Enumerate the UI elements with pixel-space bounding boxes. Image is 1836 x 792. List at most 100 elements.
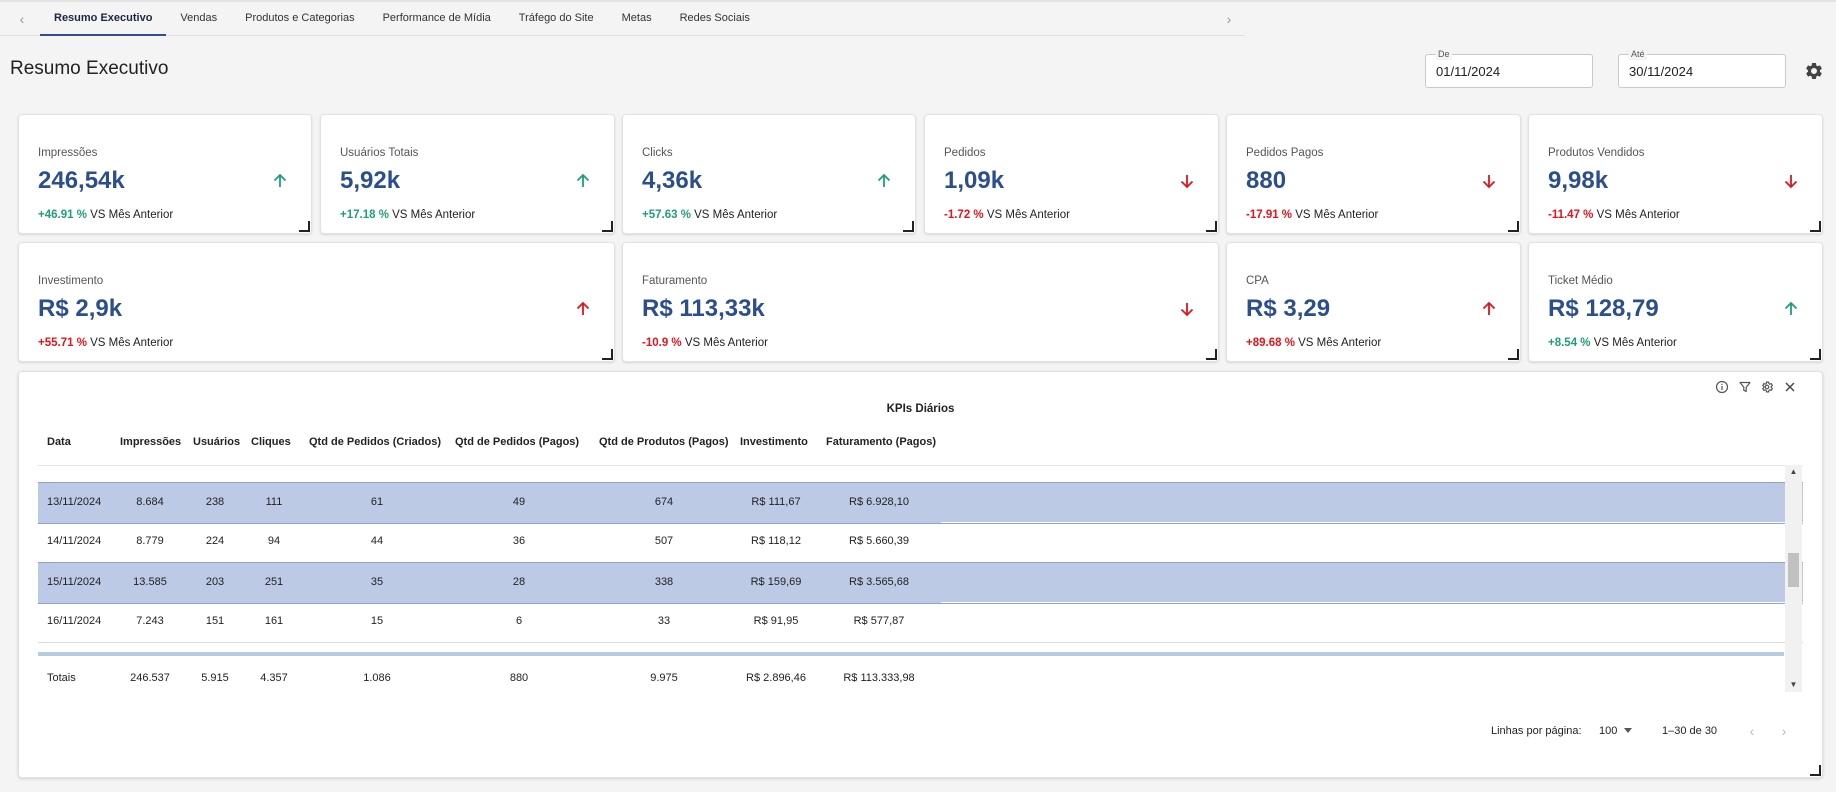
header-col-pedidos-criados[interactable]: Qtd de Pedidos (Criados) — [309, 436, 442, 448]
date-from-field[interactable]: De 01/11/2024 — [1425, 48, 1593, 88]
table-cell: 16/11/2024 — [47, 615, 102, 627]
totals-cell: 1.086 — [363, 672, 391, 684]
kpi-value: R$ 113,33k — [642, 295, 765, 322]
top-border — [0, 0, 1836, 2]
kpi-card-pedidos-pagos: Pedidos Pagos 880 -17.91 % VS Mês Anterior — [1226, 114, 1521, 234]
header-col-pedidos-pagos[interactable]: Qtd de Pedidos (Pagos) — [455, 436, 580, 448]
card-resize-handle-icon[interactable] — [1508, 349, 1519, 360]
tab-trafego-site[interactable]: Tráfego do Site — [518, 12, 594, 24]
table-cell: 6 — [515, 615, 523, 627]
tab-produtos-categorias[interactable]: Produtos e Categorias — [245, 12, 355, 24]
header-col-cliques[interactable]: Cliques — [251, 436, 291, 448]
gear-icon[interactable] — [1804, 61, 1824, 81]
table-cell: R$ 577,87 — [853, 615, 905, 627]
scrollbar-thumb[interactable] — [1788, 553, 1799, 587]
panel-resize-handle-icon[interactable] — [1810, 765, 1821, 776]
previous-page-icon[interactable]: ‹ — [1749, 723, 1755, 739]
card-resize-handle-icon[interactable] — [602, 221, 613, 232]
arrow-down-icon — [1782, 172, 1800, 190]
card-resize-handle-icon[interactable] — [1810, 221, 1821, 232]
rows-per-page-value: 100 — [1599, 725, 1618, 737]
panel-settings-icon[interactable] — [1760, 380, 1774, 394]
date-to-value[interactable]: 30/11/2024 — [1629, 64, 1694, 79]
header-col-produtos-pagos[interactable]: Qtd de Produtos (Pagos) — [599, 436, 729, 448]
rows-per-page-select[interactable]: 100 — [1599, 722, 1639, 740]
kpi-change-percent: +17.18 % — [340, 209, 389, 221]
table-cell: 53 — [371, 466, 383, 467]
date-from-value[interactable]: 01/11/2024 — [1436, 64, 1501, 79]
filter-icon[interactable] — [1738, 380, 1752, 394]
table-cell: 201 — [206, 466, 224, 467]
kpi-comparison: +89.68 % VS Mês Anterior — [1246, 337, 1381, 349]
table-cell: 35 — [370, 576, 384, 588]
kpi-label: Pedidos Pagos — [1246, 147, 1324, 159]
scroll-up-icon[interactable]: ▲ — [1789, 467, 1798, 476]
table-row[interactable]: 12/11/2024 9.310 201 104 53 43 552 R$ 120,70 R$ … — [38, 466, 1803, 483]
header-col-investimento[interactable]: Investimento — [740, 436, 808, 448]
kpi-label: Investimento — [38, 275, 104, 287]
scroll-down-icon[interactable]: ▼ — [1789, 680, 1798, 689]
card-resize-handle-icon[interactable] — [1508, 221, 1519, 232]
table-cell: 12/11/2024 — [47, 466, 101, 467]
kpi-card-produtos-vendidos: Produtos Vendidos 9,98k -11.47 % VS Mês An… — [1528, 114, 1823, 234]
tab-performance-midia[interactable]: Performance de Mídia — [382, 12, 491, 24]
tab-resumo-executivo[interactable]: Resumo Executivo — [40, 2, 167, 36]
table-cell: 33 — [657, 615, 671, 627]
kpi-label: Usuários Totais — [340, 147, 419, 159]
table-row[interactable]: 14/11/2024 8.779 224 94 44 36 507 R$ 118,12 R$ 5… — [38, 522, 1803, 563]
card-resize-handle-icon[interactable] — [1206, 349, 1217, 360]
kpi-change-percent: +89.68 % — [1246, 337, 1295, 349]
header-col-usuarios[interactable]: Usuários — [193, 436, 241, 448]
table-cell: R$ 6.928,10 — [849, 496, 909, 508]
kpi-label: CPA — [1246, 275, 1269, 287]
tab-redes-sociais[interactable]: Redes Sociais — [679, 12, 750, 24]
table-scrollbar[interactable]: ▲ ▼ — [1785, 465, 1802, 692]
next-page-icon[interactable]: › — [1781, 723, 1787, 739]
card-resize-handle-icon[interactable] — [1810, 349, 1821, 360]
table-cell: 61 — [370, 496, 384, 508]
kpi-value: 9,98k — [1548, 167, 1609, 194]
kpi-card-impressoes: Impressões 246,54k +46.91 % VS Mês Anterio… — [18, 114, 312, 234]
kpi-card-faturamento: Faturamento R$ 113,33k -10.9 % VS Mês Ante… — [622, 242, 1219, 362]
table-cell: R$ 4.108,99 — [849, 466, 909, 467]
table-cell: R$ 3.565,68 — [849, 576, 909, 588]
page-title: Resumo Executivo — [10, 58, 169, 79]
kpi-comparison: +57.63 % VS Mês Anterior — [642, 209, 777, 221]
header-col-impressoes[interactable]: Impressões — [120, 436, 182, 448]
kpi-change-percent: +8.54 % — [1548, 337, 1591, 349]
kpi-comparison: +8.54 % VS Mês Anterior — [1548, 337, 1677, 349]
tabs-scroll-right-icon[interactable]: › — [1226, 11, 1232, 27]
kpi-value: R$ 2,9k — [38, 295, 123, 322]
kpi-change-percent: -1.72 % — [944, 209, 984, 221]
tab-metas[interactable]: Metas — [621, 12, 652, 24]
tabs-scroll-left-icon[interactable]: ‹ — [19, 11, 25, 27]
tab-vendas[interactable]: Vendas — [180, 12, 218, 24]
kpi-comparison-label: VS Mês Anterior — [986, 209, 1070, 221]
arrow-down-icon — [1178, 172, 1196, 190]
date-to-field[interactable]: Até 30/11/2024 — [1618, 48, 1786, 88]
arrow-down-icon — [1178, 300, 1196, 318]
close-icon[interactable] — [1783, 380, 1797, 394]
info-icon[interactable] — [1715, 380, 1729, 394]
tab-list: Resumo Executivo Vendas Produtos e Categor… — [40, 2, 764, 36]
card-resize-handle-icon[interactable] — [602, 349, 613, 360]
table-row[interactable]: 13/11/2024 8.684 238 111 61 49 674 R$ 111,67 R$ … — [38, 482, 1803, 524]
card-resize-handle-icon[interactable] — [903, 221, 914, 232]
table-cell: 9.310 — [136, 466, 164, 467]
arrow-up-icon — [574, 172, 592, 190]
card-resize-handle-icon[interactable] — [1206, 221, 1217, 232]
header-col-faturamento[interactable]: Faturamento (Pagos) — [826, 436, 937, 448]
table-cell: 15/11/2024 — [47, 576, 102, 588]
table-row[interactable]: 16/11/2024 7.243 151 161 15 6 33 R$ 91,95 R$ 577… — [38, 602, 1803, 643]
table-row[interactable]: 15/11/2024 13.585 203 251 35 28 338 R$ 159,69 R$… — [38, 562, 1803, 604]
kpi-comparison-label: VS Mês Anterior — [1298, 337, 1382, 349]
kpi-label: Produtos Vendidos — [1548, 147, 1645, 159]
table-cell: 49 — [512, 496, 526, 508]
card-resize-handle-icon[interactable] — [299, 221, 310, 232]
kpi-comparison: -17.91 % VS Mês Anterior — [1246, 209, 1378, 221]
table-cell: R$ 111,67 — [751, 496, 801, 508]
row-divider — [941, 602, 1803, 603]
kpi-comparison-label: VS Mês Anterior — [1593, 337, 1677, 349]
header-col-data[interactable]: Data — [47, 436, 71, 448]
kpi-value: 1,09k — [944, 167, 1005, 194]
